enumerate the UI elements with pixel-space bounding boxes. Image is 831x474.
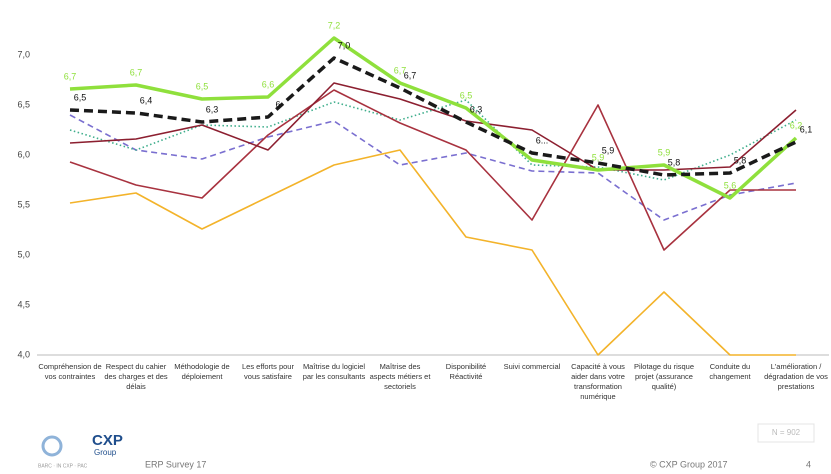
data-label: 5,8: [668, 157, 681, 167]
data-label: 6,3: [470, 104, 483, 114]
tagline: BARC · IN CXP · PAC: [38, 463, 88, 469]
data-label: 6,5: [74, 92, 87, 102]
data-label: 6: [275, 99, 280, 109]
x-tick-label: Respect du cahier des charges et des dél…: [104, 362, 168, 391]
x-tick-label: Maîtrise du logiciel par les consultants: [302, 362, 366, 381]
y-tick-label: 5,5: [17, 199, 30, 209]
sample-box: [757, 423, 815, 443]
x-tick-label: Les efforts pour vous satisfaire: [242, 362, 294, 381]
data-label: 5,6: [724, 180, 737, 190]
series-line: [69, 56, 797, 177]
data-label: 6,7: [130, 67, 143, 77]
x-tick-label: Méthodologie de déploiement: [174, 362, 230, 381]
data-label: 6,5: [196, 81, 209, 91]
data-label: 6,4: [140, 95, 153, 105]
y-tick-label: 6,5: [17, 99, 30, 109]
series-line: [69, 149, 796, 356]
data-label: 6,7: [404, 70, 417, 80]
logo-icon: [41, 435, 63, 457]
data-label: 7,0: [338, 40, 351, 50]
x-tick-label: Compréhension de vos contraintes: [38, 362, 102, 381]
data-label: 6,2: [790, 120, 803, 130]
series-line: [69, 89, 796, 251]
data-label: 6,7: [64, 71, 77, 81]
y-tick-label: 5,0: [17, 249, 30, 259]
copyright: © CXP Group 2017: [650, 459, 728, 469]
x-tick-label: Capacité à vous aider dans votre transfo…: [571, 362, 625, 401]
x-tick-label: Suivi commercial: [503, 362, 561, 371]
series-line: [69, 36, 798, 200]
data-label: 6,3: [206, 104, 219, 114]
x-tick-label: Disponibilité Réactivité: [445, 362, 487, 381]
y-tick-label: 6,0: [17, 149, 30, 159]
logo: CXP: [92, 432, 123, 449]
survey: ERP Survey 17: [145, 459, 206, 469]
data-label: 5,8: [734, 155, 747, 165]
data-label: 6...: [536, 135, 549, 145]
data-label: 5,9: [602, 145, 615, 155]
x-tick-label: Conduite du changement: [709, 362, 751, 381]
data-label: 6,7: [394, 65, 407, 75]
x-tick-label: Maîtrise des aspects métiers et sectorie…: [369, 362, 431, 391]
x-tick-label: L'amélioration / dégradation de vos pres…: [764, 362, 828, 391]
data-label: 5,9: [592, 152, 605, 162]
data-label: 6,6: [262, 79, 275, 89]
y-tick-label: 7,0: [17, 49, 30, 59]
logo-sub: Group: [94, 448, 117, 457]
data-label: 6,5: [460, 90, 473, 100]
page-number: 4: [806, 459, 811, 469]
data-label: 5,9: [658, 147, 671, 157]
series-line: [69, 114, 797, 221]
x-tick-label: Pilotage du risque projet (assurance qua…: [633, 362, 695, 391]
sample: N = 902: [772, 428, 801, 437]
y-tick-label: 4,5: [17, 299, 30, 309]
data-label: 7,2: [328, 20, 341, 30]
y-tick-label: 4,0: [17, 349, 30, 359]
data-label: 6,1: [800, 124, 813, 134]
series-line: [69, 99, 797, 181]
